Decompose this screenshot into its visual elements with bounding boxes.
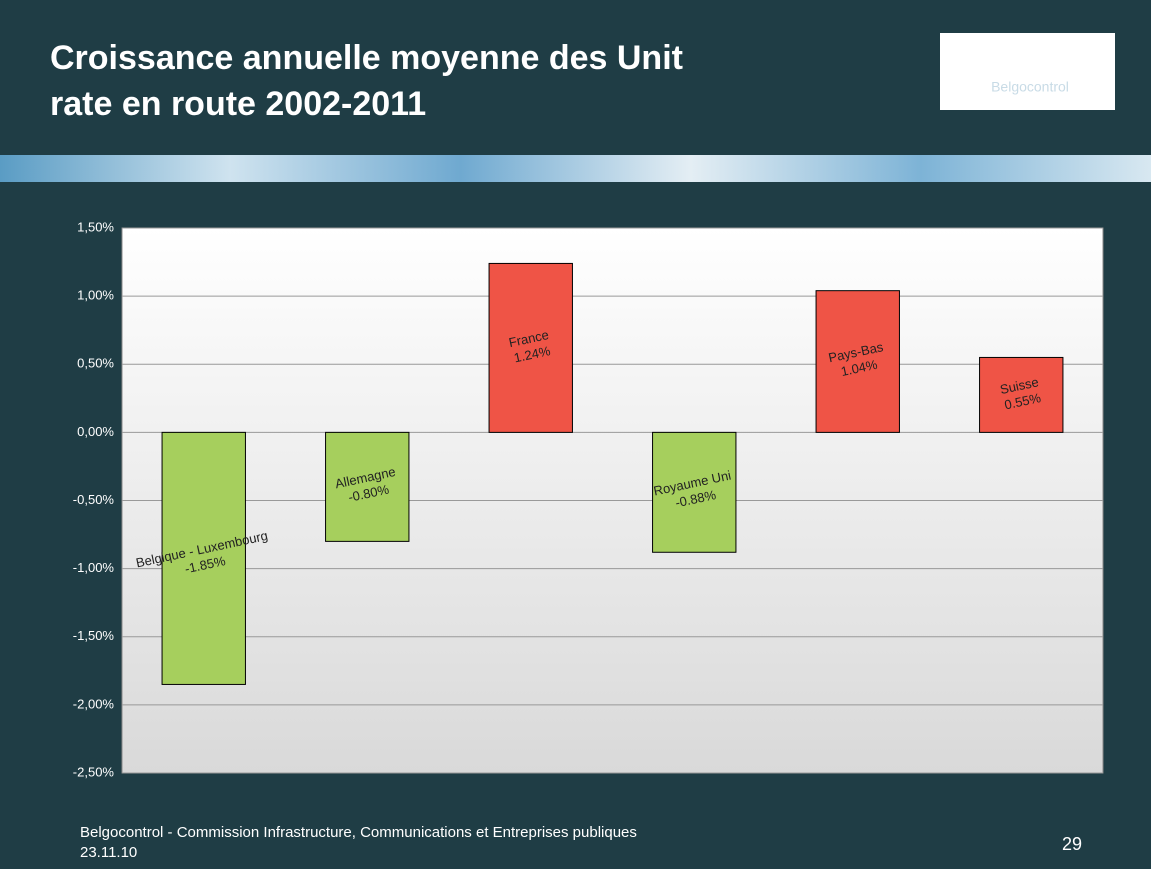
sky-banner	[0, 155, 1151, 182]
y-tick-label: -1,50%	[73, 628, 115, 643]
logo: Belgocontrol	[991, 79, 1069, 95]
y-tick-label: 1,00%	[77, 288, 114, 303]
bar	[488, 262, 573, 433]
bar	[815, 290, 900, 433]
chart-title: Croissance annuelle moyenne des Unit rate…	[50, 39, 683, 123]
y-tick-label: -2,50%	[73, 764, 115, 779]
date: 23.11.10	[80, 844, 137, 861]
bar	[652, 431, 737, 553]
logo-box	[940, 33, 1115, 110]
bar	[325, 431, 410, 542]
y-tick-label: 1,50%	[77, 219, 114, 234]
data-label: Suisse0.55%	[999, 375, 1044, 413]
footer: Belgocontrol - Commission Infrastructure…	[80, 824, 637, 841]
bar	[161, 431, 246, 685]
bar	[979, 356, 1064, 433]
y-tick-label: -1,00%	[73, 560, 115, 575]
page-number: 29	[1062, 834, 1082, 854]
y-tick-label: -2,00%	[73, 696, 115, 711]
y-tick-label: -0,50%	[73, 492, 115, 507]
y-tick-label: 0,00%	[77, 424, 114, 439]
chart: -2,50% -2,00% -1,50% -1,00% -0,50% 0,00% 0,50%…	[73, 219, 1103, 779]
y-tick-label: 0,50%	[77, 356, 114, 371]
